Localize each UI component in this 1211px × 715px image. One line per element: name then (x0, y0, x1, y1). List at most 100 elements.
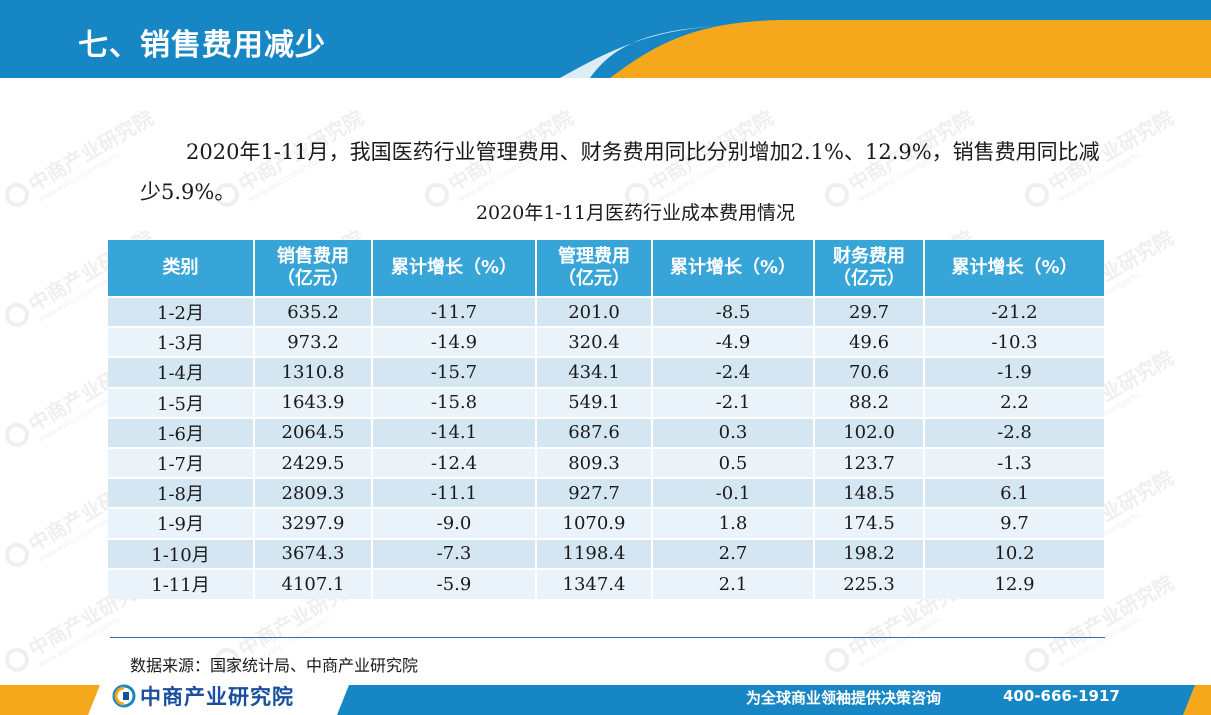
table-row: 1-8月 2809.3 -11.1 927.7 -0.1 148.5 6.1 (108, 477, 1104, 509)
table-cell: 1-7月 (108, 446, 255, 479)
table-cell: 2064.5 (254, 416, 373, 448)
svg-text:中商产业研究院: 中商产业研究院 (24, 106, 157, 197)
logo-text: 中商产业研究院 (140, 685, 294, 709)
table-cell: 4107.1 (254, 567, 373, 599)
table-cell: -8.5 (652, 295, 815, 328)
askci-logo-icon (112, 684, 136, 708)
table-cell: -2.1 (652, 386, 815, 418)
table-cell: -11.1 (372, 477, 537, 509)
col-header-admin-expense: 管理费用 （亿元） (536, 240, 653, 297)
table-cell: 0.5 (652, 446, 815, 479)
table-cell: -12.4 (372, 446, 537, 479)
table-cell: 687.6 (536, 416, 653, 448)
table-row: 1-4月 1310.8 -15.7 434.1 -2.4 70.6 -1.9 (108, 356, 1104, 388)
table-cell: -4.9 (652, 326, 815, 358)
table-cell: 1-6月 (108, 416, 255, 448)
table-cell: 123.7 (814, 446, 925, 479)
table-cell: 1-11月 (108, 567, 255, 599)
table-cell: 1-4月 (108, 356, 255, 388)
table-cell: 225.3 (814, 567, 925, 599)
table-body: 1-2月 635.2 -11.7 201.0 -8.5 29.7 -21.2 1-3月 973.… (108, 295, 1104, 599)
table-cell: 2.1 (652, 567, 815, 599)
table-cell: -9.0 (372, 507, 537, 539)
table-cell: 2.2 (924, 386, 1104, 418)
table-cell: 973.2 (254, 326, 373, 358)
table-cell: -21.2 (924, 295, 1104, 328)
table-cell: 148.5 (814, 477, 925, 509)
table-cell: 809.3 (536, 446, 653, 479)
footer-divider (110, 637, 1105, 638)
col-header-finance-expense: 财务费用 （亿元） (814, 240, 925, 297)
table-cell: -2.8 (924, 416, 1104, 448)
table-cell: -2.4 (652, 356, 815, 388)
table-cell: -0.1 (652, 477, 815, 509)
table-cell: 174.5 (814, 507, 925, 539)
col-header-admin-growth: 累计增长（%） (652, 240, 815, 297)
table-cell: 1070.9 (536, 507, 653, 539)
table-cell: 198.2 (814, 537, 925, 569)
table-cell: 102.0 (814, 416, 925, 448)
table-cell: 927.7 (536, 477, 653, 509)
table-row: 1-11月 4107.1 -5.9 1347.4 2.1 225.3 12.9 (108, 567, 1104, 599)
table-row: 1-9月 3297.9 -9.0 1070.9 1.8 174.5 9.7 (108, 507, 1104, 539)
table-cell: -10.3 (924, 326, 1104, 358)
table-cell: 635.2 (254, 295, 373, 328)
col-header-category: 类别 (108, 240, 255, 297)
table-cell: 1310.8 (254, 356, 373, 388)
table-cell: 2429.5 (254, 446, 373, 479)
table-cell: 12.9 (924, 567, 1104, 599)
table-cell: 3674.3 (254, 537, 373, 569)
table-cell: -15.8 (372, 386, 537, 418)
table-row: 1-5月 1643.9 -15.8 549.1 -2.1 88.2 2.2 (108, 386, 1104, 418)
table-cell: 1347.4 (536, 567, 653, 599)
col-header-sales-expense: 销售费用 （亿元） (254, 240, 373, 297)
table-cell: 10.2 (924, 537, 1104, 569)
table-cell: 1-10月 (108, 537, 255, 569)
table-cell: -1.9 (924, 356, 1104, 388)
table-cell: 49.6 (814, 326, 925, 358)
svg-text:www.askci.com/reports: www.askci.com/reports (856, 615, 941, 669)
table-row: 1-10月 3674.3 -7.3 1198.4 2.7 198.2 10.2 (108, 537, 1104, 569)
bottom-band (0, 685, 1211, 715)
table-cell: 1-5月 (108, 386, 255, 418)
table-cell: 1.8 (652, 507, 815, 539)
table-caption: 2020年1-11月医药行业成本费用情况 (475, 202, 796, 224)
table-cell: 3297.9 (254, 507, 373, 539)
table-cell: 88.2 (814, 386, 925, 418)
footer-phone: 400-666-1917 (1003, 687, 1120, 705)
table-cell: -14.9 (372, 326, 537, 358)
table-cell: -5.9 (372, 567, 537, 599)
svg-text:www.askci.com/reports: www.askci.com/reports (36, 615, 121, 669)
table-row: 1-7月 2429.5 -12.4 809.3 0.5 123.7 -1.3 (108, 446, 1104, 479)
table-cell: 434.1 (536, 356, 653, 388)
table-cell: -14.1 (372, 416, 537, 448)
header-banner: 七、销售费用减少 (0, 0, 1211, 78)
table-cell: 1-2月 (108, 295, 255, 328)
table-cell: 549.1 (536, 386, 653, 418)
table-row: 1-6月 2064.5 -14.1 687.6 0.3 102.0 -2.8 (108, 416, 1104, 448)
table-cell: 1643.9 (254, 386, 373, 418)
svg-text:www.askci.com/reports: www.askci.com/reports (1056, 615, 1141, 669)
table-row: 1-2月 635.2 -11.7 201.0 -8.5 29.7 -21.2 (108, 295, 1104, 328)
col-header-sales-growth: 累计增长（%） (372, 240, 537, 297)
table-cell: 29.7 (814, 295, 925, 328)
col-header-finance-growth: 累计增长（%） (924, 240, 1104, 297)
table-row: 1-3月 973.2 -14.9 320.4 -4.9 49.6 -10.3 (108, 326, 1104, 358)
table-cell: 1-9月 (108, 507, 255, 539)
table-cell: 320.4 (536, 326, 653, 358)
table-cell: -11.7 (372, 295, 537, 328)
table-header-row: 类别 销售费用 （亿元） 累计增长（%） 管理费用 （亿元） 累计增长（%） 财务费… (108, 240, 1104, 297)
footer-slogan: 为全球商业领袖提供决策咨询 (746, 689, 942, 707)
data-source: 数据来源：国家统计局、中商产业研究院 (130, 656, 419, 675)
table-cell: 2809.3 (254, 477, 373, 509)
header-swoosh-shape (560, 20, 1211, 78)
svg-text:www.askci.com/reports: www.askci.com/reports (36, 150, 121, 204)
table-cell: 1-8月 (108, 477, 255, 509)
table-cell: 1-3月 (108, 326, 255, 358)
page-title: 七、销售费用减少 (78, 28, 326, 63)
table-cell: 9.7 (924, 507, 1104, 539)
table-cell: 201.0 (536, 295, 653, 328)
table-cell: -1.3 (924, 446, 1104, 479)
table-cell: -7.3 (372, 537, 537, 569)
table-cell: 70.6 (814, 356, 925, 388)
